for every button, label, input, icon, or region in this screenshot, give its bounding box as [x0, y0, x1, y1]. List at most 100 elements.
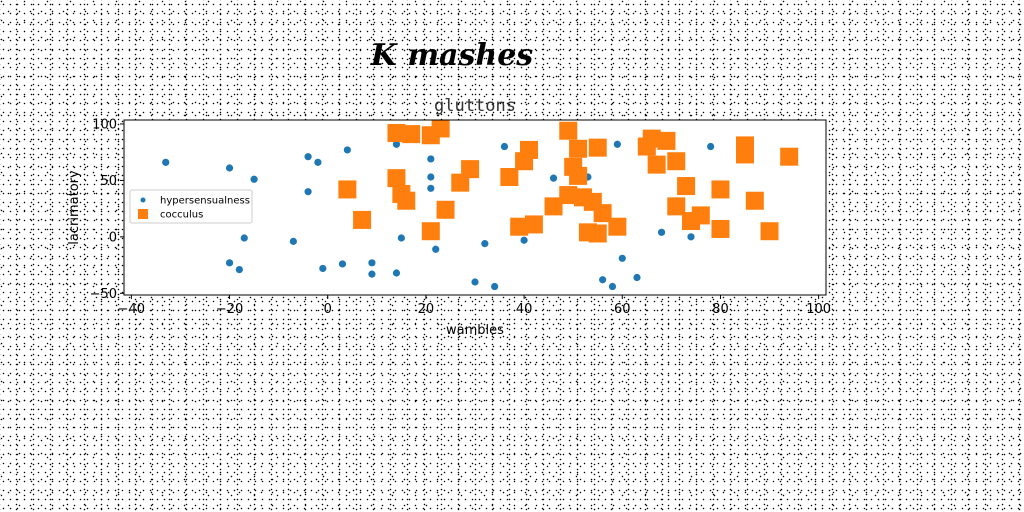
point-cocculus [559, 121, 578, 140]
point-cocculus [642, 129, 661, 148]
point-cocculus [647, 155, 666, 174]
point-hypersensualness [427, 173, 435, 181]
point-hypersensualness [432, 245, 440, 253]
legend-marker-cocculus [138, 209, 148, 219]
x-tick-label: 80 [712, 302, 729, 317]
point-cocculus [431, 119, 450, 138]
point-hypersensualness [314, 158, 322, 166]
point-hypersensualness [250, 175, 258, 183]
point-cocculus [736, 145, 754, 164]
point-cocculus [421, 222, 440, 241]
point-hypersensualness [162, 158, 170, 166]
y-axis-label: lacrimatory [67, 170, 82, 245]
point-hypersensualness [225, 164, 234, 172]
point-cocculus [338, 180, 357, 199]
point-hypersensualness [235, 265, 243, 274]
point-hypersensualness [549, 174, 558, 182]
point-cocculus [608, 217, 627, 236]
point-hypersensualness [343, 146, 351, 154]
figure-suptitle: K mashes [370, 38, 533, 73]
point-cocculus [691, 206, 710, 225]
point-cocculus [461, 160, 480, 179]
point-hypersensualness [657, 228, 666, 236]
point-cocculus [588, 138, 607, 157]
point-hypersensualness [289, 237, 297, 245]
y-tick-label: 100 [92, 117, 117, 132]
point-cocculus [510, 217, 529, 236]
point-cocculus [520, 140, 538, 159]
point-hypersensualness [427, 155, 435, 163]
y-tick-label: 50 [100, 174, 117, 189]
point-cocculus [569, 166, 588, 185]
point-hypersensualness [491, 282, 499, 291]
point-hypersensualness [304, 188, 312, 196]
point-hypersensualness [392, 140, 401, 148]
point-hypersensualness [618, 254, 626, 262]
legend: hypersensualness cocculus [129, 189, 253, 224]
axes-title: gluttons [434, 96, 516, 116]
point-hypersensualness [397, 234, 405, 242]
x-axis-label: wambles [446, 323, 504, 338]
point-hypersensualness [368, 259, 376, 267]
point-cocculus [569, 139, 588, 158]
point-cocculus [593, 204, 612, 223]
point-cocculus [677, 177, 696, 196]
point-hypersensualness [687, 233, 695, 241]
point-hypersensualness [520, 236, 528, 244]
point-hypersensualness [225, 259, 234, 267]
legend-marker-hypersensualness [140, 197, 146, 203]
point-hypersensualness [392, 269, 401, 277]
point-cocculus [711, 219, 730, 238]
y-tick-label: 0 [109, 230, 117, 245]
point-hypersensualness [319, 264, 327, 273]
point-cocculus [500, 168, 519, 187]
point-hypersensualness [481, 240, 489, 248]
y-tick-label: −50 [90, 287, 117, 302]
point-hypersensualness [338, 260, 347, 268]
point-cocculus [387, 169, 406, 188]
x-tick-label: −20 [216, 302, 243, 317]
point-cocculus [667, 197, 686, 216]
point-hypersensualness [304, 153, 312, 161]
point-cocculus [657, 131, 676, 150]
point-cocculus [588, 224, 607, 243]
point-hypersensualness [633, 273, 641, 282]
point-cocculus [711, 180, 730, 199]
point-cocculus [745, 191, 764, 210]
point-hypersensualness [368, 270, 376, 278]
point-cocculus [760, 222, 779, 241]
legend-label-cocculus: cocculus [160, 210, 203, 221]
legend-frame [129, 189, 253, 224]
point-cocculus [387, 123, 406, 142]
x-tick-label: 60 [614, 302, 631, 317]
scatter-marks [162, 119, 799, 291]
x-tick-label: 100 [806, 302, 831, 317]
point-cocculus [667, 152, 686, 171]
point-cocculus [402, 125, 421, 144]
point-cocculus [524, 215, 543, 234]
point-cocculus [436, 200, 455, 219]
point-hypersensualness [471, 278, 479, 286]
point-cocculus [559, 186, 578, 205]
x-tick-label: 0 [324, 302, 332, 317]
point-hypersensualness [427, 184, 435, 192]
point-hypersensualness [613, 140, 621, 148]
point-hypersensualness [707, 142, 715, 151]
x-tick-label: 20 [418, 302, 435, 317]
point-hypersensualness [500, 142, 509, 151]
point-cocculus [780, 147, 799, 166]
point-hypersensualness [240, 234, 248, 242]
x-tick-label: −40 [118, 302, 145, 317]
x-tick-label: 40 [516, 302, 533, 317]
point-hypersensualness [599, 276, 607, 284]
legend-label-hypersensualness: hypersensualness [160, 196, 250, 207]
point-cocculus [544, 197, 563, 216]
y-axis: −50 0 50 100 [90, 117, 124, 302]
point-cocculus [397, 191, 416, 210]
plot-frame [123, 119, 827, 296]
point-cocculus [451, 173, 470, 192]
x-axis: −40 −20 0 20 40 60 80 100 [118, 295, 831, 317]
point-cocculus [353, 210, 372, 229]
point-hypersensualness [608, 282, 617, 291]
